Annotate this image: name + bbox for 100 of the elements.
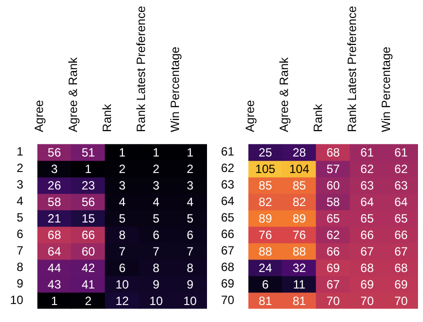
y-tick-label: 64 <box>220 194 235 208</box>
data-label: 42 <box>82 260 96 275</box>
data-label: 57 <box>326 162 340 176</box>
y-tick-label: 61 <box>220 144 235 159</box>
data-label: 64 <box>48 244 62 258</box>
data-label: 61 <box>394 146 408 160</box>
data-label: 70 <box>360 294 374 308</box>
data-label: 1 <box>84 162 92 176</box>
data-label: 76 <box>292 228 306 242</box>
data-label: 41 <box>82 277 96 292</box>
data-label: 2 <box>152 162 160 176</box>
data-label: 1 <box>50 294 58 308</box>
data-label: 70 <box>326 294 340 308</box>
data-label: 88 <box>292 244 306 258</box>
data-label: 62 <box>394 162 408 176</box>
data-label: 88 <box>258 244 272 258</box>
data-label: 82 <box>258 195 272 210</box>
data-label: 4 <box>152 195 160 210</box>
x-tick-label: Rank <box>311 103 326 132</box>
data-label: 51 <box>82 146 96 160</box>
x-tick-label: Win Percentage <box>168 46 182 132</box>
data-label: 7 <box>152 244 160 258</box>
data-label: 66 <box>326 244 340 258</box>
y-tick-label: 7 <box>16 243 24 258</box>
data-label: 4 <box>118 195 126 210</box>
y-tick-label: 8 <box>16 260 24 274</box>
data-label: 85 <box>292 178 306 193</box>
y-tick-label: 63 <box>220 178 235 192</box>
data-label: 63 <box>394 178 408 193</box>
x-tick-label: Win Percentage <box>378 46 393 132</box>
data-label: 11 <box>293 277 306 292</box>
data-label: 6 <box>118 260 126 275</box>
y-tick-label: 62 <box>220 161 235 176</box>
data-label: 7 <box>118 244 126 258</box>
data-label: 67 <box>326 277 340 292</box>
data-label: 56 <box>48 146 62 160</box>
data-label: 24 <box>258 260 272 275</box>
data-label: 66 <box>360 228 374 242</box>
data-label: 21 <box>48 212 62 226</box>
data-label: 26 <box>48 178 62 193</box>
data-label: 81 <box>258 294 272 308</box>
data-label: 2 <box>118 162 126 176</box>
data-label: 25 <box>258 146 272 160</box>
data-label: 66 <box>394 228 408 242</box>
data-label: 66 <box>82 228 96 242</box>
data-label: 3 <box>118 178 126 193</box>
data-label: 81 <box>292 294 306 308</box>
data-label: 68 <box>326 146 340 160</box>
y-tick-label: 67 <box>220 243 235 258</box>
data-label: 6 <box>262 277 269 292</box>
data-label: 61 <box>360 146 374 160</box>
y-tick-label: 4 <box>16 194 24 208</box>
data-label: 44 <box>48 260 62 275</box>
data-label: 12 <box>115 294 130 308</box>
y-tick-label: 68 <box>220 260 235 274</box>
x-tick-label: Rank Latest Preference <box>345 6 360 132</box>
y-tick-label: 70 <box>220 292 235 307</box>
data-label: 23 <box>82 178 96 193</box>
y-tick-label: 1 <box>16 144 24 159</box>
data-label: 56 <box>82 195 96 210</box>
y-tick-label: 69 <box>220 276 235 290</box>
data-label: 58 <box>326 195 340 210</box>
data-label: 104 <box>289 162 310 176</box>
y-tick-label: 5 <box>16 210 24 225</box>
data-label: 89 <box>258 212 272 226</box>
data-label: 69 <box>326 260 340 275</box>
data-label: 3 <box>152 178 160 193</box>
data-label: 2 <box>186 162 194 176</box>
x-tick-label: Agree & Rank <box>66 56 80 132</box>
data-label: 1 <box>118 146 126 160</box>
data-label: 60 <box>82 244 96 258</box>
data-label: 69 <box>360 277 374 292</box>
data-label: 67 <box>394 244 408 258</box>
y-tick-label: 9 <box>16 276 24 290</box>
data-label: 28 <box>292 146 306 160</box>
data-label: 10 <box>115 277 130 292</box>
data-label: 68 <box>48 228 62 242</box>
data-label: 3 <box>50 162 58 176</box>
data-label: 68 <box>360 260 374 275</box>
data-label: 68 <box>394 260 408 275</box>
data-label: 62 <box>326 228 340 242</box>
data-label: 65 <box>360 212 374 226</box>
data-label: 10 <box>183 294 198 308</box>
y-tick-label: 65 <box>220 210 235 225</box>
data-label: 60 <box>326 178 340 193</box>
data-label: 5 <box>186 212 194 226</box>
data-label: 9 <box>186 277 194 292</box>
data-label: 62 <box>360 162 374 176</box>
data-label: 8 <box>152 260 160 275</box>
data-label: 32 <box>292 260 306 275</box>
y-tick-label: 66 <box>220 226 235 241</box>
x-tick-label: Agree <box>243 100 258 132</box>
x-tick-label: Agree & Rank <box>277 56 292 132</box>
data-label: 6 <box>152 228 160 242</box>
x-tick-label: Agree <box>32 100 46 132</box>
data-label: 89 <box>292 212 306 226</box>
x-tick-label: Rank Latest Preference <box>134 6 148 132</box>
data-label: 82 <box>292 195 306 210</box>
data-label: 65 <box>326 212 340 226</box>
data-label: 76 <box>258 228 272 242</box>
